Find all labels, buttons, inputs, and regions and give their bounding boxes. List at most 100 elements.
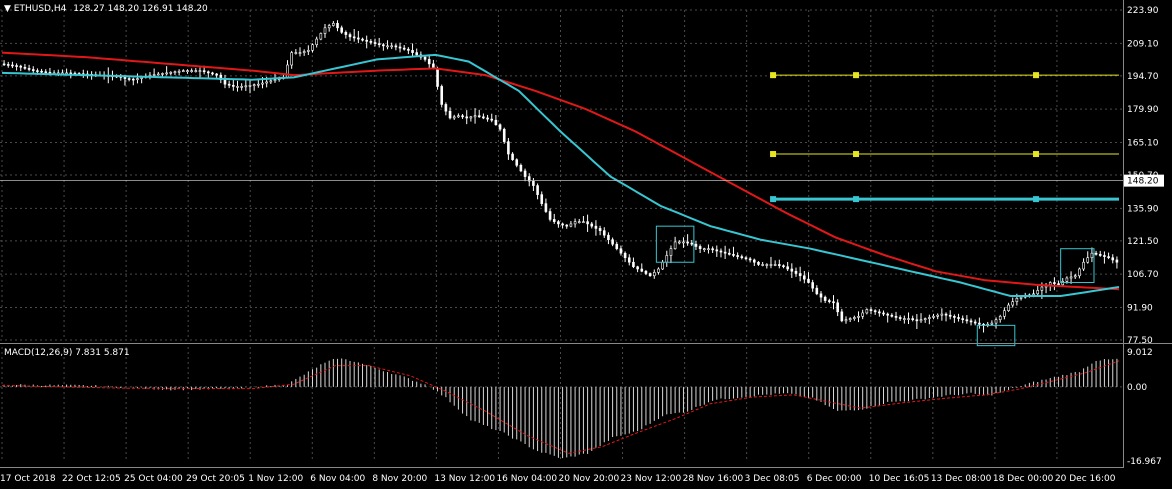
candle-body xyxy=(744,257,748,260)
candle-body xyxy=(448,110,452,119)
candle-body xyxy=(632,261,635,268)
candle-body xyxy=(965,319,969,322)
candle-body xyxy=(382,44,385,47)
current-price-tag xyxy=(1124,174,1164,187)
candle-body xyxy=(398,46,402,49)
candle-body xyxy=(857,316,860,318)
candle-body xyxy=(615,243,619,250)
candle-body xyxy=(969,320,973,323)
candle-body xyxy=(307,50,310,52)
candle-body xyxy=(936,314,939,317)
candle-body xyxy=(882,312,885,315)
candle-body xyxy=(723,251,727,254)
level-handle[interactable] xyxy=(853,196,860,203)
symbol-header: ▼ ETHUSD,H4 128.27 148.20 126.91 148.20 xyxy=(4,4,208,14)
candle-body xyxy=(540,194,544,204)
candle-body xyxy=(794,270,798,274)
price-tick-label: 194.70 xyxy=(1127,72,1159,82)
macd-tick-label: 9.012 xyxy=(1127,348,1153,358)
level-handle[interactable] xyxy=(853,72,860,79)
level-handle[interactable] xyxy=(770,151,777,158)
level-handle[interactable] xyxy=(770,72,777,79)
candle-body xyxy=(298,52,302,54)
time-tick-label: 13 Nov 12:00 xyxy=(434,474,495,484)
candle-body xyxy=(686,241,689,244)
level-handle[interactable] xyxy=(1033,151,1040,158)
candle-body xyxy=(953,316,956,318)
candle-body xyxy=(465,116,469,119)
candle-body xyxy=(1007,304,1010,311)
candle-body xyxy=(477,115,481,118)
candle-body xyxy=(169,72,173,74)
current-price-text: 148.20 xyxy=(1127,177,1159,187)
candle-body xyxy=(911,318,914,321)
level-handle[interactable] xyxy=(770,196,777,203)
candle-body xyxy=(444,104,448,112)
candle-body xyxy=(152,74,156,76)
candle-body xyxy=(1069,276,1073,279)
candle-body xyxy=(682,241,685,244)
candle-body xyxy=(265,81,268,84)
candle-body xyxy=(611,239,614,245)
menu-arrow-icon[interactable]: ▼ xyxy=(4,4,11,14)
candle-body xyxy=(878,311,881,314)
level-handle[interactable] xyxy=(1033,196,1040,203)
level-handle[interactable] xyxy=(1033,72,1040,79)
highlight-box[interactable] xyxy=(655,225,695,263)
candle-body xyxy=(673,241,677,250)
candle-body xyxy=(415,52,419,56)
highlight-box[interactable] xyxy=(976,324,1016,347)
candle-body xyxy=(44,71,48,74)
candle-body xyxy=(1053,282,1056,284)
time-tick-label: 20 Nov 20:00 xyxy=(559,474,620,484)
candle-body xyxy=(327,25,331,29)
candle-body xyxy=(156,73,160,76)
price-tick-label: 179.90 xyxy=(1127,105,1159,115)
candle-body xyxy=(207,71,210,74)
price-tick-label: 106.70 xyxy=(1127,270,1159,280)
time-tick-label: 8 Nov 20:00 xyxy=(372,474,427,484)
chart-grid xyxy=(0,9,1123,462)
price-tick-label: 209.10 xyxy=(1127,39,1159,49)
candle-body xyxy=(1057,283,1060,286)
candle-body xyxy=(440,86,444,105)
candle-body xyxy=(286,64,289,78)
candle-body xyxy=(861,312,864,317)
candle-body xyxy=(423,56,427,60)
candle-body xyxy=(869,309,873,311)
candle-body xyxy=(886,313,889,316)
candle-body xyxy=(836,302,839,313)
candle-body xyxy=(544,203,548,212)
time-tick-label: 29 Oct 20:05 xyxy=(186,474,245,484)
candle-body xyxy=(294,52,298,54)
candle-body xyxy=(190,70,193,72)
candle-body xyxy=(894,316,898,318)
candle-body xyxy=(365,39,368,42)
candle-body xyxy=(348,34,352,38)
candle-body xyxy=(469,116,473,119)
candle-body xyxy=(957,317,960,319)
candle-body xyxy=(627,257,631,263)
level-handle[interactable] xyxy=(853,151,860,158)
candle-body xyxy=(1107,256,1110,259)
moving-average-slow xyxy=(1,51,1120,291)
candle-body xyxy=(186,70,189,72)
time-tick-label: 25 Oct 04:00 xyxy=(124,474,183,484)
candle-body xyxy=(27,68,31,70)
candle-body xyxy=(853,317,856,319)
candle-body xyxy=(244,85,248,88)
candle-body xyxy=(978,322,981,325)
candle-body xyxy=(161,73,164,75)
highlight-box[interactable] xyxy=(1060,248,1095,284)
candle-body xyxy=(765,264,769,266)
candle-body xyxy=(698,246,702,250)
candle-body xyxy=(998,316,1002,321)
candle-body xyxy=(473,115,477,118)
candle-body xyxy=(719,250,723,253)
candle-body xyxy=(715,249,719,252)
candle-body xyxy=(644,270,648,274)
candle-body xyxy=(619,248,623,254)
time-tick-label: 17 Oct 2018 xyxy=(0,474,56,484)
